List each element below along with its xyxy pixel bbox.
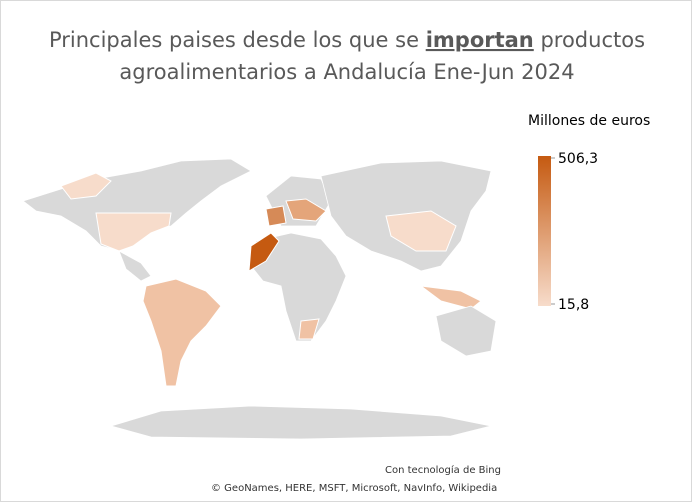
world-map [22, 158, 497, 440]
central-europe [285, 198, 327, 222]
central-america [118, 250, 152, 282]
south-africa [298, 318, 320, 340]
iberia [265, 205, 287, 227]
legend-gradient [538, 156, 551, 306]
north-america [22, 158, 252, 252]
legend-label: 506,3 [558, 151, 598, 167]
title-line1: Principales paises desde los que se impo… [49, 28, 645, 52]
attribution: © GeoNames, HERE, MSFT, Microsoft, NavIn… [211, 483, 497, 494]
legend-label: 15,8 [558, 297, 589, 313]
attribution: Con tecnología de Bing [385, 464, 501, 476]
title-line2: agroalimentarios a Andalucía Ene-Jun 202… [119, 60, 574, 84]
south-america [142, 278, 222, 387]
greenland [60, 172, 112, 200]
morocco [248, 232, 280, 272]
indonesia [419, 285, 482, 310]
africa [250, 232, 347, 342]
legend-title: Millones de euros [528, 113, 650, 129]
australia [435, 305, 497, 357]
usa [95, 212, 172, 252]
title-text: productos [540, 28, 645, 52]
title-text: Principales paises desde los que se [49, 28, 419, 52]
title-emphasis: importan [426, 28, 534, 52]
antarctica [109, 405, 492, 440]
china [385, 210, 457, 252]
